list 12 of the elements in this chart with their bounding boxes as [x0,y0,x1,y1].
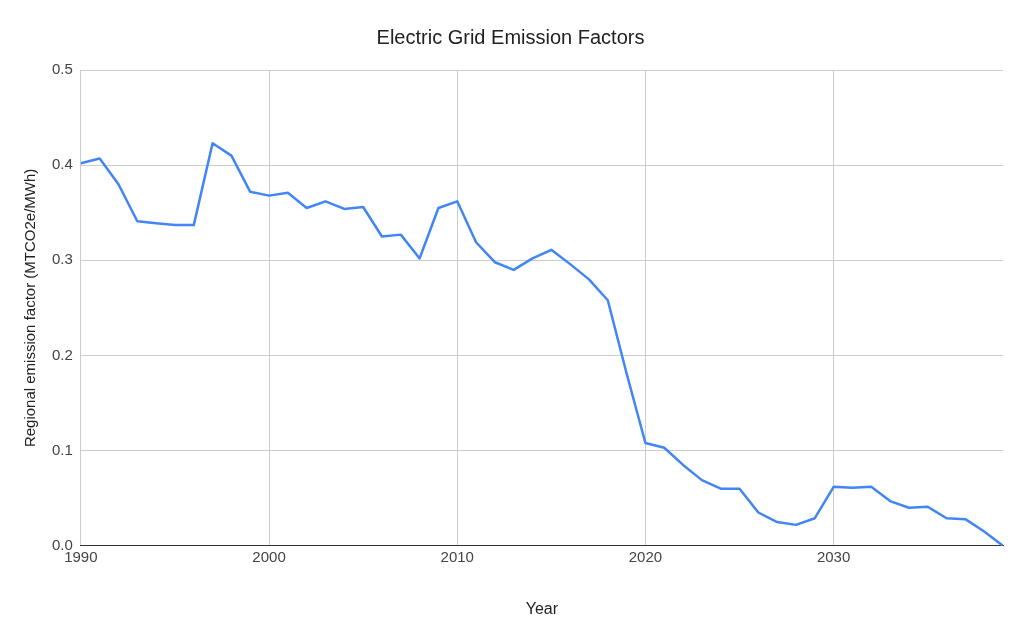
x-axis-title: Year [525,599,559,617]
y-tick-label: 0.3 [51,250,73,268]
x-tick-label: 2010 [440,547,474,565]
y-tick-label: 0.4 [51,155,73,173]
x-tick-label: 2020 [628,547,663,565]
y-axis-title: Regional emission factor (MTCO2e/MWh) [21,168,39,448]
x-tick-label: 2030 [816,547,851,565]
y-tick-label: 0.1 [51,440,73,458]
y-tick-label: 0.5 [51,60,73,78]
chart-title: Electric Grid Emission Factors [376,25,645,48]
x-tick-label: 2000 [252,547,286,565]
y-tick-label: 0.2 [51,345,73,363]
